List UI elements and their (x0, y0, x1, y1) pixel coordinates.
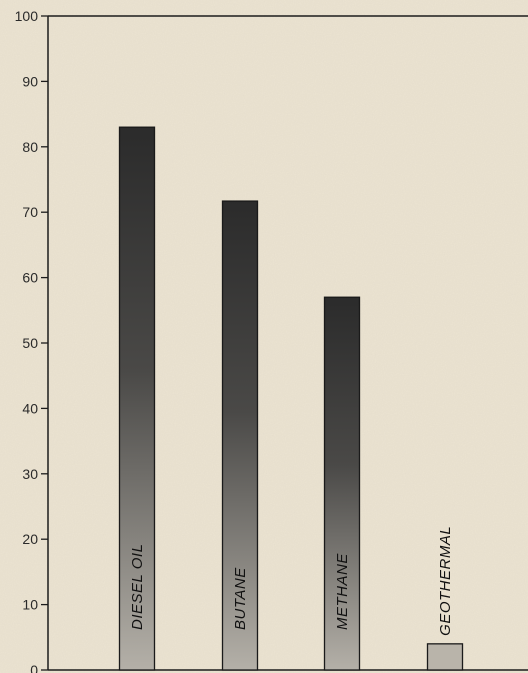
bar-label: METHANE (334, 553, 351, 630)
bar-methane (323, 296, 361, 671)
y-tick-label: 80 (22, 139, 38, 155)
bar-labels: DIESEL OIL BUTANE METHANE GEOTHERMAL (129, 526, 454, 636)
y-tick-label: 70 (22, 204, 38, 220)
y-tick-label: 30 (22, 466, 38, 482)
y-tick-label: 60 (22, 270, 38, 286)
y-tick-label: 0 (30, 662, 38, 673)
bars (118, 126, 464, 671)
y-tick-label: 90 (22, 73, 38, 89)
y-axis: 0 10 20 30 40 50 60 70 80 90 100 (15, 8, 48, 673)
y-tick-label: 40 (22, 400, 38, 416)
y-tick-label: 10 (22, 597, 38, 613)
y-tick-label: 20 (22, 531, 38, 547)
bar-label: GEOTHERMAL (437, 526, 454, 636)
bar-label: BUTANE (232, 567, 249, 630)
bar-butane (221, 200, 259, 671)
bar-diesel-oil (118, 126, 156, 671)
y-tick-label: 50 (22, 335, 38, 351)
bar-label: DIESEL OIL (129, 544, 146, 630)
bar-geothermal (426, 643, 464, 671)
y-tick-label: 100 (15, 8, 39, 24)
